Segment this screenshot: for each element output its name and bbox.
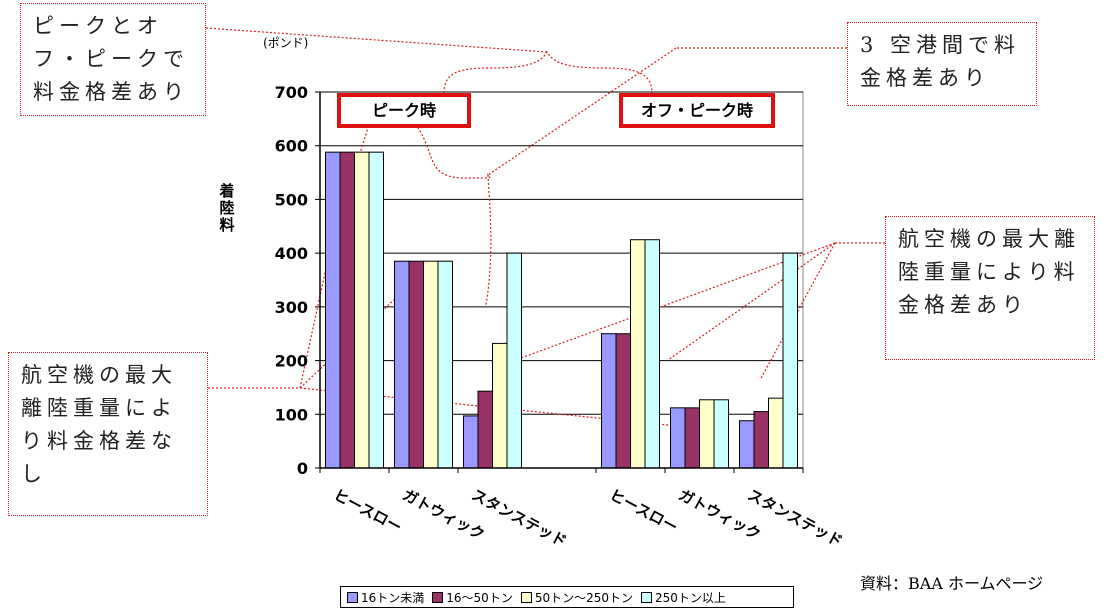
callout-three-airports: 3 空港間で料金格差あり (847, 22, 1037, 106)
annotation-line (299, 267, 429, 389)
legend-swatch (347, 591, 358, 603)
bar (354, 151, 370, 469)
bar (615, 333, 631, 469)
bar (437, 260, 453, 469)
annotation-bracket (409, 117, 492, 306)
annotation-line (667, 242, 836, 361)
bar (423, 260, 439, 469)
source-note: 資料：BAA ホームページ (860, 574, 1044, 593)
bar (644, 239, 660, 469)
legend-swatch (432, 591, 444, 603)
bar (408, 260, 424, 469)
plot-area (319, 91, 804, 469)
legend-label: 16トン未満 (361, 590, 425, 605)
bar (477, 390, 493, 469)
bar (670, 407, 686, 469)
x-tick-label: ヒースロー (331, 486, 405, 537)
callout-weight-diff: 航空機の最大離陸重量により料金格差あり (885, 216, 1095, 360)
gridlines (319, 91, 804, 469)
bar (630, 239, 646, 469)
y-axis-label: 着陸料 (219, 182, 235, 234)
legend-item: 250トン以上 (641, 589, 726, 606)
bar (368, 151, 384, 469)
y-tick-label: 500 (275, 190, 308, 209)
y-tick-label: 100 (275, 405, 308, 424)
group-label-offpeak: オフ・ピーク時 (619, 93, 775, 128)
y-tick-label: 200 (275, 352, 308, 371)
bar (325, 151, 341, 469)
legend: 16トン未満 16～50トン 50トン～250トン 250トン以上 (340, 586, 794, 608)
x-tick-label: スタンステッド (745, 486, 846, 551)
bar (739, 420, 755, 469)
annotation-line (205, 27, 548, 53)
bar (699, 399, 715, 469)
y-tick-label: 600 (275, 137, 308, 156)
legend-swatch (520, 591, 532, 603)
y-tick-label: 700 (275, 83, 308, 102)
group-label-peak: ピーク時 (337, 93, 471, 128)
legend-label: 50トン～250トン (534, 590, 634, 605)
annotation-bracket (443, 50, 653, 94)
bar (492, 342, 508, 469)
bar (782, 252, 798, 469)
bars (325, 151, 798, 469)
y-tick-labels: 0 100 200 300 400 500 600 700 (275, 83, 308, 478)
legend-item: 16トン未満 (347, 589, 424, 606)
y-tick-label: 400 (275, 244, 308, 263)
axes (315, 91, 804, 473)
x-tick-label: ヒースロー (607, 486, 681, 537)
unit-label: (ポンド) (263, 36, 309, 50)
bar (463, 415, 479, 469)
annotation-line (487, 47, 677, 176)
callout-weight-nodiff: 航空機の最大離陸重量により料金格差なし (8, 352, 208, 516)
y-tick-label: 0 (297, 459, 308, 478)
callout-peak-offpeak: ピークとオフ・ピークで料金格差あり (20, 3, 206, 116)
bar (768, 397, 784, 469)
legend-item: 50トン～250トン (520, 589, 634, 606)
x-tick-label: スタンステッド (469, 486, 570, 551)
y-tick-label: 300 (275, 298, 308, 317)
legend-swatch (641, 591, 653, 603)
legend-label: 16～50トン (446, 590, 513, 605)
annotation-line (509, 242, 836, 363)
legend-item: 16～50トン (432, 589, 513, 606)
bar (394, 260, 410, 469)
bar (339, 151, 355, 469)
bar (506, 252, 522, 469)
bar (684, 407, 700, 469)
legend-label: 250トン以上 (655, 590, 726, 605)
bar (601, 333, 617, 469)
bar (713, 399, 729, 469)
bar (753, 411, 769, 469)
